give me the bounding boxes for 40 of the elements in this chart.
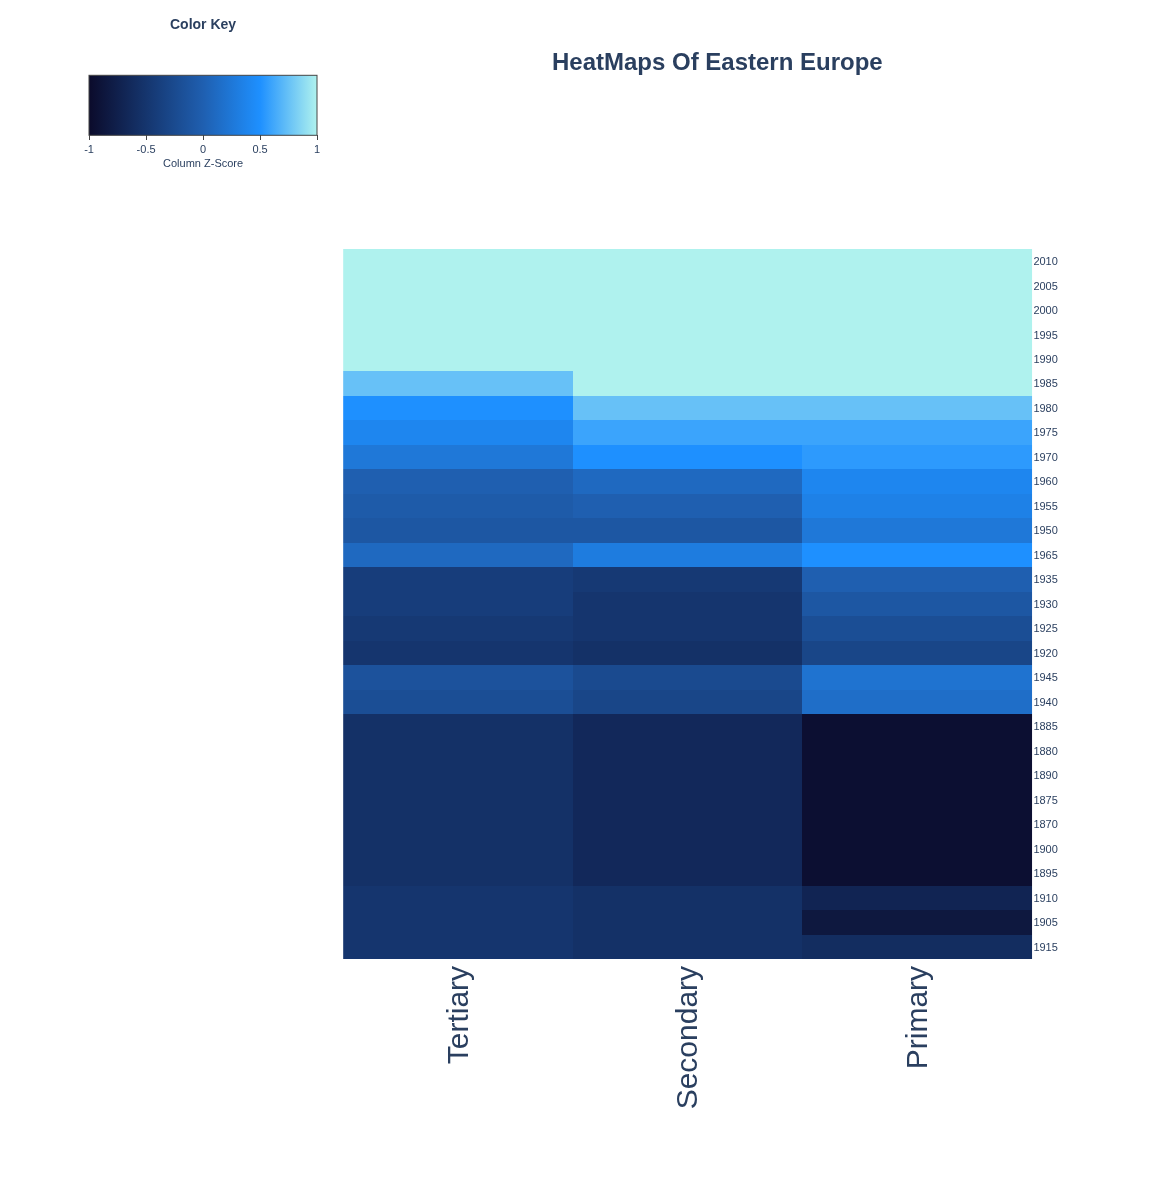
- y-tick-label: 1985: [1033, 377, 1058, 390]
- y-tick-label: 1900: [1033, 842, 1058, 855]
- y-tick-label: 1880: [1033, 744, 1058, 757]
- y-tick-label: 1915: [1033, 940, 1058, 953]
- y-tick-label: 1935: [1033, 573, 1058, 586]
- y-tick-label: 1885: [1033, 720, 1058, 733]
- x-tick-label: Secondary: [670, 965, 704, 1110]
- text: Color Key: [170, 16, 237, 32]
- y-tick-label: 1930: [1033, 597, 1058, 610]
- y-tick-label: 2010: [1033, 255, 1058, 268]
- y-tick-label: 2005: [1033, 279, 1058, 292]
- y-tick-label: 1905: [1033, 916, 1058, 929]
- y-tick-label: 1980: [1033, 401, 1058, 414]
- y-tick-label: 1995: [1033, 328, 1058, 341]
- y-tick-label: 1950: [1033, 524, 1058, 537]
- chart-title: HeatMaps Of Eastern Europe: [551, 48, 883, 76]
- y-tick-label: 2000: [1033, 304, 1058, 317]
- color-bar-label: 0: [200, 143, 207, 156]
- color-bar-label: 0.5: [252, 143, 268, 156]
- x-tick-label: Primary: [900, 965, 934, 1070]
- y-tick-label: 1920: [1033, 646, 1058, 659]
- y-tick-label: 1945: [1033, 671, 1058, 684]
- y-tick-label: 1975: [1033, 426, 1058, 439]
- x-tick-label: Tertiary: [440, 965, 474, 1065]
- color-bar-title: Column Z-Score: [163, 157, 244, 170]
- y-tick-label: 1990: [1033, 353, 1058, 366]
- y-tick-label: 1960: [1033, 475, 1058, 488]
- y-tick-label: 1925: [1033, 622, 1058, 635]
- color-bar-label: 1: [314, 143, 321, 156]
- y-tick-label: 1940: [1033, 695, 1058, 708]
- y-tick-label: 1895: [1033, 867, 1058, 880]
- y-tick-label: 1965: [1033, 548, 1058, 561]
- y-tick-label: 1890: [1033, 769, 1058, 782]
- y-tick-label: 1870: [1033, 818, 1058, 831]
- color-bar-label: -1: [84, 143, 94, 156]
- y-tick-label: 1955: [1033, 499, 1058, 512]
- y-tick-label: 1970: [1033, 450, 1058, 463]
- color-bar-label: -0.5: [136, 143, 156, 156]
- y-tick-label: 1875: [1033, 793, 1058, 806]
- y-tick-label: 1910: [1033, 891, 1058, 904]
